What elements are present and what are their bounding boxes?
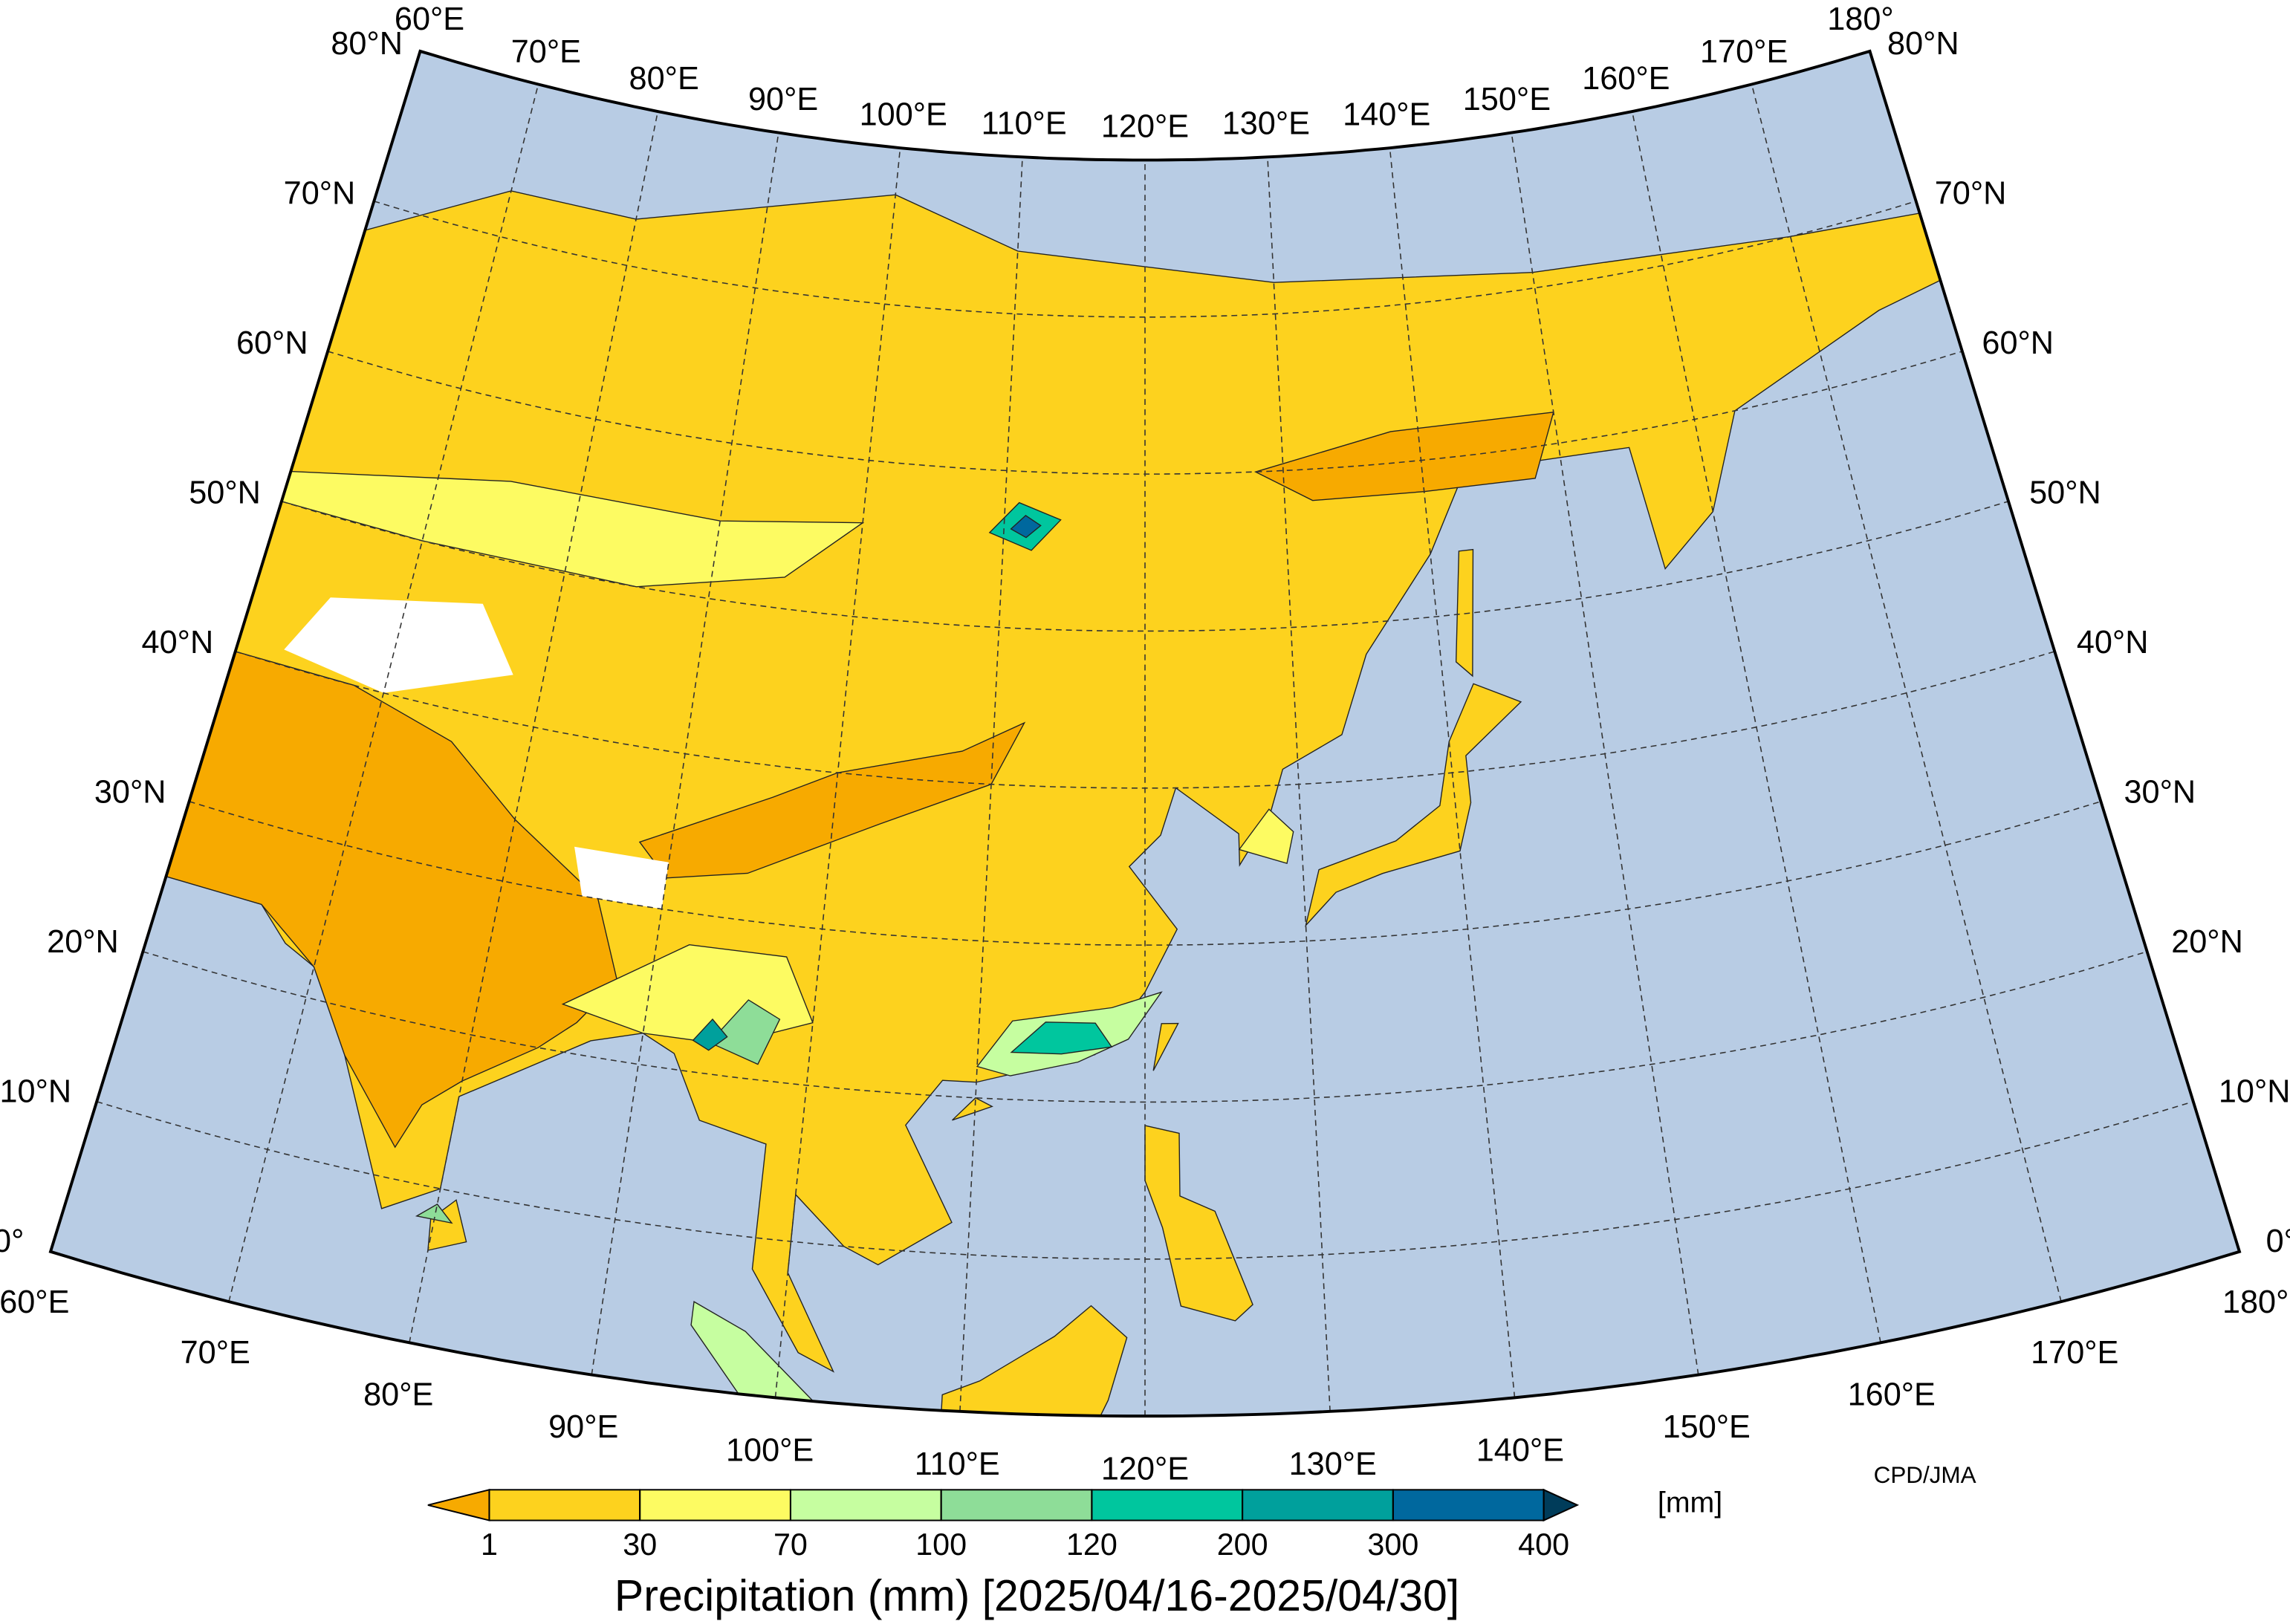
colorbar-segment bbox=[488, 1489, 641, 1521]
left-latitude-label: 70°N bbox=[284, 176, 356, 212]
left-latitude-label: 80°N bbox=[331, 26, 403, 62]
right-latitude-label: 70°N bbox=[1935, 176, 2007, 212]
land-layer bbox=[134, 190, 1966, 1417]
land-region bbox=[1152, 1022, 1179, 1071]
top-longitude-label: 80°E bbox=[629, 61, 699, 97]
colorbar-tick-label: 30 bbox=[623, 1527, 657, 1562]
map-title: Precipitation (mm) [2025/04/16-2025/04/3… bbox=[614, 1572, 1459, 1620]
bottom-longitude-label: 120°E bbox=[1101, 1452, 1189, 1487]
left-latitude-label: 10°N bbox=[0, 1074, 71, 1110]
top-longitude-label: 60°E bbox=[395, 1, 464, 37]
bottom-longitude-label: 60°E bbox=[0, 1284, 69, 1320]
land-region bbox=[1010, 515, 1042, 539]
top-longitude-label: 100°E bbox=[860, 97, 947, 132]
no-data-region bbox=[284, 597, 513, 693]
land-region bbox=[427, 1199, 467, 1251]
bottom-longitude-label: 110°E bbox=[915, 1446, 1000, 1482]
bottom-longitude-label: 140°E bbox=[1476, 1432, 1564, 1468]
colorbar-low-triangle bbox=[427, 1489, 490, 1521]
parallel-line bbox=[97, 1101, 2193, 1260]
right-latitude-label: 60°N bbox=[1982, 325, 2054, 361]
colorbar-segment bbox=[1392, 1489, 1545, 1521]
colorbar-tick-label: 1 bbox=[481, 1527, 498, 1562]
bottom-longitude-label: 70°E bbox=[181, 1335, 250, 1371]
left-latitude-label: 60°N bbox=[236, 325, 308, 361]
top-longitude-label: 110°E bbox=[982, 106, 1067, 142]
parallel-line bbox=[189, 801, 2101, 946]
top-longitude-label: 140°E bbox=[1343, 97, 1430, 132]
colorbar-tick-label: 300 bbox=[1367, 1527, 1418, 1562]
land-region bbox=[1010, 1022, 1113, 1055]
land-region bbox=[1144, 1125, 1253, 1322]
parallel-line bbox=[235, 651, 2055, 789]
colorbar-tick-label: 120 bbox=[1066, 1527, 1118, 1562]
right-latitude-label: 50°N bbox=[2029, 475, 2101, 511]
colorbar-segment bbox=[789, 1489, 942, 1521]
land-region bbox=[1455, 548, 1474, 678]
land-region bbox=[1305, 683, 1522, 928]
right-latitude-label: 30°N bbox=[2124, 775, 2196, 811]
bottom-longitude-label: 170°E bbox=[2031, 1335, 2118, 1371]
right-latitude-label: 20°N bbox=[2171, 924, 2243, 960]
land-region bbox=[940, 1305, 1128, 1417]
no-data-region bbox=[574, 846, 669, 909]
right-latitude-label: 40°N bbox=[2077, 625, 2149, 660]
colorbar-segment bbox=[1091, 1489, 1244, 1521]
land-region bbox=[165, 651, 618, 1149]
land-region bbox=[1238, 808, 1294, 865]
bottom-longitude-label: 100°E bbox=[726, 1432, 814, 1468]
right-latitude-label: 10°N bbox=[2219, 1074, 2290, 1110]
bottom-longitude-label: 80°E bbox=[363, 1377, 433, 1412]
top-longitude-label: 130°E bbox=[1222, 106, 1310, 142]
bottom-longitude-label: 90°E bbox=[548, 1409, 618, 1445]
grid-layer bbox=[48, 49, 2242, 1418]
land-region bbox=[692, 1018, 728, 1051]
bottom-longitude-label: 150°E bbox=[1663, 1409, 1751, 1445]
parallel-line bbox=[143, 951, 2147, 1103]
top-longitude-label: 160°E bbox=[1582, 61, 1670, 97]
colorbar: 1 30 70 100 120 200 300 400 bbox=[427, 1488, 1580, 1562]
parallel-line bbox=[374, 201, 1916, 318]
right-latitude-label: 0° bbox=[2266, 1224, 2290, 1259]
top-longitude-label: 150°E bbox=[1463, 82, 1551, 117]
land-region bbox=[1253, 412, 1554, 501]
bottom-longitude-label: 160°E bbox=[1848, 1377, 1936, 1412]
bottom-longitude-label: 180° bbox=[2222, 1284, 2289, 1320]
left-latitude-label: 0° bbox=[0, 1224, 24, 1259]
bottom-longitude-label: 130°E bbox=[1289, 1446, 1377, 1482]
land-region bbox=[281, 470, 865, 588]
left-latitude-label: 40°N bbox=[142, 625, 214, 660]
colorbar-unit: [mm] bbox=[1658, 1486, 1722, 1519]
map-frame bbox=[48, 49, 2242, 1418]
parallel-line bbox=[328, 351, 1962, 475]
colorbar-segment bbox=[940, 1489, 1093, 1521]
right-latitude-label: 80°N bbox=[1887, 26, 1959, 62]
credit: CPD/JMA bbox=[1874, 1462, 1976, 1488]
colorbar-tick-label: 100 bbox=[915, 1527, 967, 1562]
left-latitude-label: 50°N bbox=[189, 475, 261, 511]
colorbar-segment bbox=[1242, 1489, 1394, 1521]
colorbar-segment bbox=[639, 1489, 791, 1521]
land-region bbox=[638, 721, 1026, 879]
left-latitude-label: 30°N bbox=[94, 775, 166, 811]
top-longitude-label: 70°E bbox=[511, 34, 581, 70]
land-region bbox=[952, 1097, 993, 1121]
colorbar-high-triangle bbox=[1543, 1488, 1580, 1522]
top-longitude-label: 170°E bbox=[1700, 34, 1788, 70]
label-layer: 60°E 60°E 70°E 70°E 80°E 80°E 90°E 90°E 100°E 100… bbox=[0, 1, 2290, 1487]
colorbar-tick-label: 70 bbox=[773, 1527, 808, 1562]
left-latitude-label: 20°N bbox=[47, 924, 119, 960]
colorbar-tick-label: 400 bbox=[1518, 1527, 1569, 1562]
colorbar-tick-label: 200 bbox=[1217, 1527, 1268, 1562]
land-region bbox=[708, 999, 781, 1065]
top-longitude-label: 90°E bbox=[748, 82, 818, 117]
top-longitude-label: 180° bbox=[1827, 1, 1893, 37]
top-longitude-label: 120°E bbox=[1101, 109, 1189, 145]
